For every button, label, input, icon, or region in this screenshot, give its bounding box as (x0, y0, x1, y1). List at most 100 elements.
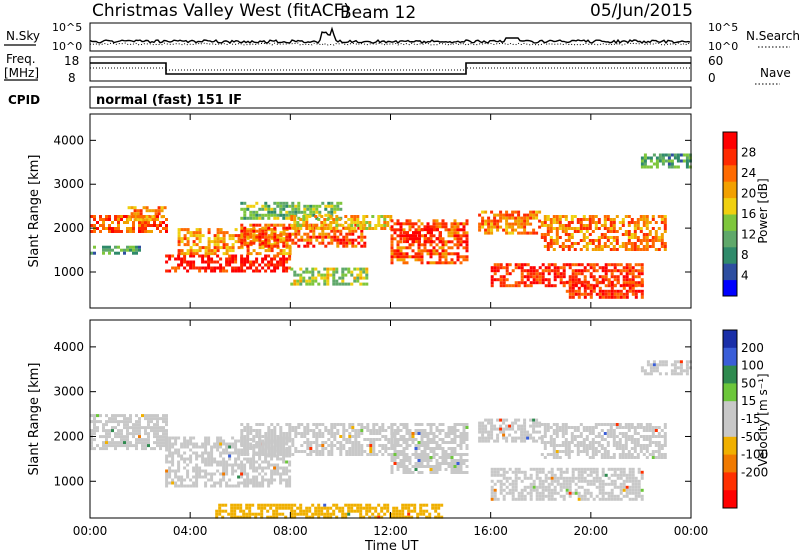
heatmap-cell (282, 254, 286, 258)
heatmap-cell (401, 515, 405, 519)
heatmap-cell (634, 263, 638, 267)
heatmap-cell (285, 423, 289, 426)
heatmap-cell (639, 215, 643, 218)
heatmap-cell (484, 439, 488, 443)
heatmap-cell (532, 275, 536, 279)
heatmap-cell (218, 509, 222, 513)
heatmap-cell (222, 237, 226, 241)
heatmap-cell (502, 275, 506, 279)
heatmap-cell (637, 488, 641, 492)
heatmap-cell (282, 201, 286, 205)
heatmap-cell (540, 236, 544, 239)
heatmap-cell (210, 451, 214, 455)
heatmap-cell (592, 284, 596, 288)
heatmap-cell (252, 447, 256, 450)
heatmap-cell (279, 472, 283, 476)
heatmap-cell (144, 429, 147, 433)
heatmap-cell (612, 429, 616, 432)
heatmap-cell (540, 423, 544, 426)
heatmap-cell (541, 269, 545, 273)
heatmap-cell (588, 429, 592, 432)
heatmap-cell (302, 224, 306, 227)
heatmap-cell (432, 441, 436, 444)
heatmap-cell (272, 509, 276, 513)
heatmap-cell (670, 153, 674, 157)
velocity-ylabel: Slant Range [km] (27, 363, 42, 476)
heatmap-cell (429, 255, 433, 259)
heatmap-cell (306, 244, 310, 248)
heatmap-cell (192, 436, 196, 440)
heatmap-cell (258, 252, 262, 256)
heatmap-cell (408, 225, 412, 229)
heatmap-cell (414, 258, 418, 262)
heatmap-cell (255, 201, 259, 205)
heatmap-cell (183, 466, 187, 470)
heatmap-cell (267, 263, 271, 267)
heatmap-cell (564, 218, 568, 221)
heatmap-cell (645, 435, 649, 438)
heatmap-cell (547, 494, 551, 498)
heatmap-cell (359, 512, 363, 516)
heatmap-cell (356, 273, 360, 277)
heatmap-cell (619, 289, 623, 293)
heatmap-cell (306, 432, 310, 435)
heatmap-cell (252, 249, 256, 253)
heatmap-cell (505, 470, 509, 474)
heatmap-cell (363, 450, 367, 453)
heatmap-cell (612, 239, 616, 242)
heatmap-cell (387, 441, 391, 444)
heatmap-cell (660, 444, 664, 447)
heatmap-cell (246, 260, 250, 264)
heatmap-cell (549, 438, 553, 441)
heatmap-cell (586, 263, 590, 267)
heatmap-cell (342, 238, 346, 242)
heatmap-cell (499, 424, 503, 428)
heatmap-cell (661, 159, 665, 163)
heatmap-cell (270, 481, 274, 485)
heatmap-cell (341, 270, 345, 274)
heatmap-cell (171, 266, 175, 270)
heatmap-cell (291, 238, 295, 242)
heatmap-cell (567, 236, 571, 239)
heatmap-cell (547, 278, 551, 282)
heatmap-cell (553, 485, 557, 489)
heatmap-cell (396, 438, 400, 441)
heatmap-cell (279, 441, 283, 444)
heatmap-cell (258, 463, 262, 467)
heatmap-cell (242, 512, 246, 516)
heatmap-cell (195, 228, 199, 232)
heatmap-cell (218, 503, 222, 507)
heatmap-cell (411, 465, 415, 468)
heatmap-cell (651, 218, 655, 221)
heatmap-cell (353, 221, 357, 224)
heatmap-cell (293, 224, 297, 227)
heatmap-cell (350, 218, 354, 221)
heatmap-cell (186, 249, 190, 253)
heatmap-cell (428, 512, 432, 516)
heatmap-cell (90, 444, 93, 448)
heatmap-cell (338, 218, 342, 221)
heatmap-cell (574, 488, 578, 492)
heatmap-cell (651, 432, 655, 435)
heatmap-cell (618, 245, 622, 248)
heatmap-cell (645, 218, 649, 221)
heatmap-cell (317, 512, 321, 516)
heatmap-cell (90, 441, 93, 445)
heatmap-cell (579, 248, 583, 251)
heatmap-cell (642, 426, 646, 429)
heatmap-cell (207, 460, 211, 464)
heatmap-cell (550, 488, 554, 492)
heatmap-cell (529, 231, 533, 235)
heatmap-cell (234, 457, 238, 461)
heatmap-cell (438, 444, 442, 447)
heatmap-cell (657, 456, 661, 459)
heatmap-cell (216, 260, 220, 264)
heatmap-cell (237, 266, 241, 270)
heatmap-cell (261, 213, 265, 217)
heatmap-cell (326, 506, 330, 510)
heatmap-cell (282, 244, 286, 248)
heatmap-cell (591, 447, 595, 450)
heatmap-cell (523, 219, 527, 223)
heatmap-cell (652, 162, 656, 166)
heatmap-cell (360, 426, 364, 429)
